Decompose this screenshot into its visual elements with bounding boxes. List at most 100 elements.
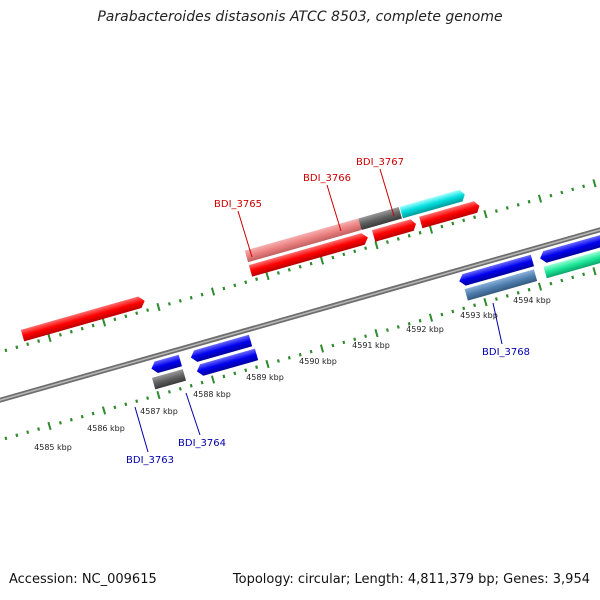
minor-tick [582, 272, 586, 277]
gene-feature-bdi3767[interactable] [399, 189, 467, 219]
minor-tick [26, 430, 30, 434]
leader-line-bdi3768 [492, 302, 503, 345]
minor-tick [505, 206, 509, 210]
major-tick [47, 333, 52, 343]
major-tick [156, 390, 161, 400]
minor-tick [494, 209, 498, 213]
minor-tick [407, 234, 411, 238]
minor-tick [505, 294, 509, 298]
major-tick [592, 179, 597, 188]
minor-tick [396, 325, 400, 329]
major-tick [265, 271, 270, 281]
minor-tick [244, 368, 248, 373]
major-tick [319, 344, 325, 353]
minor-tick [135, 399, 139, 403]
gene-feature-bdi3766[interactable] [358, 206, 402, 230]
major-tick [210, 287, 216, 296]
minor-tick [527, 287, 531, 292]
minor-tick [353, 337, 357, 342]
minor-tick [309, 261, 313, 266]
minor-tick [80, 414, 84, 419]
minor-tick [4, 348, 8, 353]
minor-tick [396, 237, 400, 241]
tick-label: 4591 kbp [352, 341, 390, 350]
minor-tick [255, 277, 259, 281]
major-tick [210, 375, 216, 384]
minor-tick [233, 283, 237, 288]
major-tick [483, 298, 488, 307]
minor-tick [364, 246, 368, 250]
minor-tick [15, 345, 19, 350]
gene-feature-bdi3765[interactable] [244, 217, 366, 263]
minor-tick [15, 433, 19, 438]
minor-tick [189, 383, 193, 388]
minor-tick [516, 291, 520, 295]
tick-label: 4587 kbp [140, 407, 178, 416]
minor-tick [440, 224, 444, 229]
minor-tick [189, 295, 193, 300]
minor-tick [407, 322, 411, 326]
gene-feature-blue[interactable] [538, 231, 600, 264]
minor-tick [91, 323, 95, 328]
minor-tick [473, 303, 477, 308]
minor-tick [298, 264, 302, 269]
minor-tick [244, 280, 248, 285]
tick-label: 4594 kbp [513, 296, 551, 305]
minor-tick [298, 352, 302, 357]
accession-text: Accession: NC_009615 [9, 572, 157, 587]
minor-tick [364, 334, 368, 338]
minor-tick [385, 328, 389, 332]
gene-feature-green[interactable] [543, 245, 600, 279]
minor-tick [26, 342, 30, 346]
tick-label: 4590 kbp [299, 357, 337, 366]
minor-tick [516, 203, 520, 207]
tick-label: 4585 kbp [34, 443, 72, 452]
leader-line-bdi3763 [134, 406, 149, 453]
minor-tick [124, 314, 128, 319]
minor-tick [58, 333, 62, 337]
gene-feature-blue[interactable] [189, 334, 253, 363]
minor-tick [451, 221, 455, 226]
minor-tick [276, 271, 280, 275]
gene-feature-red[interactable] [372, 218, 418, 242]
gene-label-bdi3765: BDI_3765 [214, 199, 262, 210]
gene-label-bdi3767: BDI_3767 [356, 157, 404, 168]
gene-feature-bdi3763[interactable] [151, 369, 187, 390]
minor-tick [462, 218, 466, 223]
gene-feature-blue[interactable] [458, 254, 535, 287]
minor-tick [37, 339, 41, 343]
tick-label: 4593 kbp [460, 311, 498, 320]
minor-tick [222, 286, 226, 291]
major-tick [428, 313, 434, 322]
major-tick [101, 406, 107, 415]
major-tick [537, 282, 543, 291]
minor-tick [342, 340, 346, 345]
backbone-highlight [0, 229, 600, 401]
gene-feature-blue[interactable] [150, 354, 182, 375]
tick-track-top [4, 179, 597, 353]
minor-tick [58, 421, 62, 425]
minor-tick [494, 297, 498, 301]
minor-tick [233, 371, 237, 376]
minor-tick [146, 396, 150, 400]
major-tick [374, 329, 379, 338]
tick-track-bottom [4, 267, 597, 441]
minor-tick [309, 349, 313, 354]
minor-tick [178, 387, 182, 391]
minor-tick [4, 436, 8, 441]
minor-tick [571, 187, 575, 192]
gene-feature-red[interactable] [419, 200, 481, 229]
minor-tick [331, 255, 335, 260]
gene-label-bdi3768: BDI_3768 [482, 347, 530, 358]
topology-summary: Topology: circular; Length: 4,811,379 bp… [232, 572, 590, 587]
minor-tick [549, 193, 553, 198]
minor-tick [527, 199, 531, 204]
minor-tick [353, 249, 357, 254]
gene-feature-bdi3768[interactable] [464, 269, 538, 301]
gene-feature-red-left[interactable] [20, 295, 146, 342]
gene-feature-bdi3764[interactable] [195, 348, 259, 377]
minor-tick [473, 215, 477, 220]
gene-feature-red[interactable] [248, 232, 370, 277]
tick-label: 4588 kbp [193, 390, 231, 399]
